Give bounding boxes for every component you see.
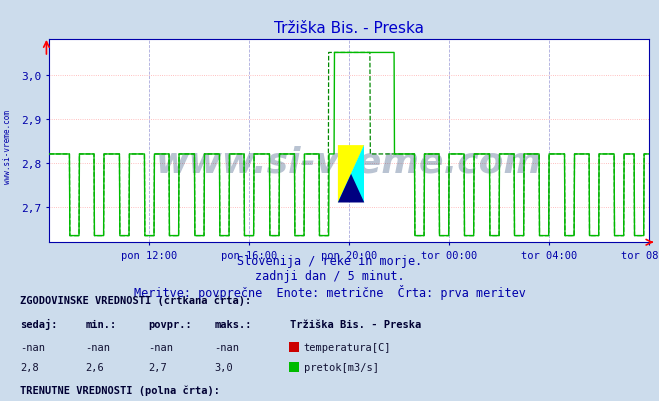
Text: -nan: -nan bbox=[214, 342, 239, 352]
Text: 2,8: 2,8 bbox=[20, 362, 38, 372]
Title: Tržiška Bis. - Preska: Tržiška Bis. - Preska bbox=[274, 21, 424, 36]
Text: sedaj:: sedaj: bbox=[20, 319, 57, 330]
Text: www.si-vreme.com: www.si-vreme.com bbox=[3, 109, 13, 183]
Text: Tržiška Bis. - Preska: Tržiška Bis. - Preska bbox=[290, 320, 421, 330]
Text: -nan: -nan bbox=[86, 342, 111, 352]
Text: Slovenija / reke in morje.: Slovenija / reke in morje. bbox=[237, 255, 422, 267]
Text: www.si-vreme.com: www.si-vreme.com bbox=[156, 145, 542, 178]
Polygon shape bbox=[338, 146, 364, 203]
Text: povpr.:: povpr.: bbox=[148, 320, 192, 330]
Polygon shape bbox=[338, 174, 364, 203]
Text: pretok[m3/s]: pretok[m3/s] bbox=[304, 362, 379, 372]
Text: 2,6: 2,6 bbox=[86, 362, 104, 372]
Text: ZGODOVINSKE VREDNOSTI (črtkana črta):: ZGODOVINSKE VREDNOSTI (črtkana črta): bbox=[20, 294, 251, 305]
Text: 3,0: 3,0 bbox=[214, 362, 233, 372]
Text: 2,7: 2,7 bbox=[148, 362, 167, 372]
Text: zadnji dan / 5 minut.: zadnji dan / 5 minut. bbox=[254, 269, 405, 282]
Text: min.:: min.: bbox=[86, 320, 117, 330]
Text: -nan: -nan bbox=[20, 342, 45, 352]
Text: maks.:: maks.: bbox=[214, 320, 252, 330]
Text: TRENUTNE VREDNOSTI (polna črta):: TRENUTNE VREDNOSTI (polna črta): bbox=[20, 385, 219, 395]
Text: temperatura[C]: temperatura[C] bbox=[304, 342, 391, 352]
Text: -nan: -nan bbox=[148, 342, 173, 352]
Text: Meritve: povprečne  Enote: metrične  Črta: prva meritev: Meritve: povprečne Enote: metrične Črta:… bbox=[134, 284, 525, 299]
Polygon shape bbox=[338, 146, 364, 203]
